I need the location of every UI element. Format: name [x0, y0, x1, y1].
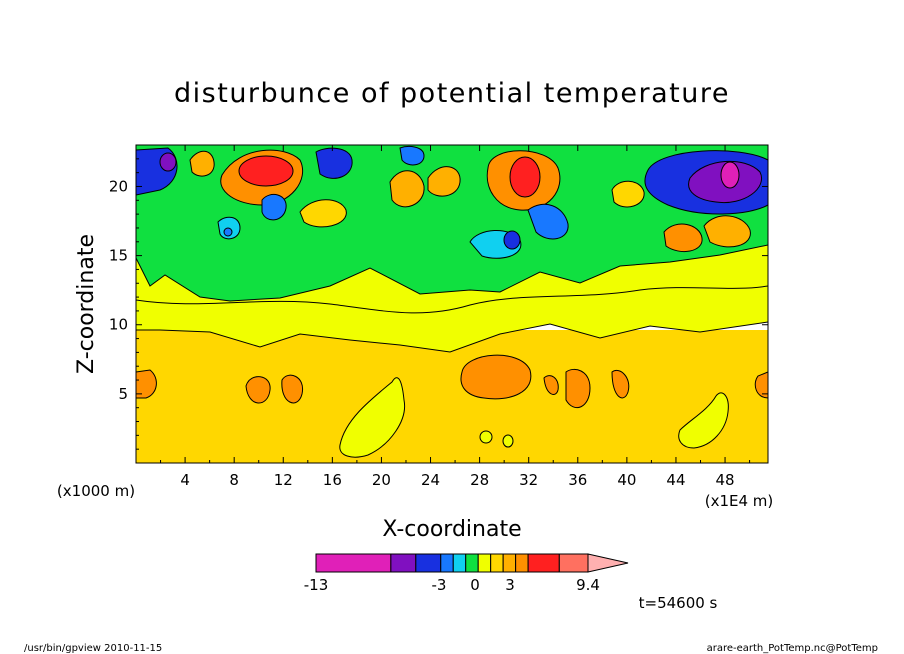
colorbar-label: 3 — [505, 576, 515, 594]
x-tick-label: 32 — [519, 471, 538, 489]
warm-blob-lower-mid2 — [543, 375, 559, 395]
footer-left: /usr/bin/gpview 2010-11-15 — [24, 643, 162, 654]
y-tick-label: 10 — [109, 316, 128, 334]
x-axis-label: X-coordinate — [382, 517, 521, 542]
middle-contour-line — [136, 285, 768, 314]
colorbar-segment — [465, 553, 479, 573]
footer-right: arare-earth_PotTemp.nc@PotTemp — [707, 643, 878, 654]
warm-patch-mid — [389, 170, 425, 208]
anomaly-features — [136, 146, 768, 458]
contour-plot-area — [136, 145, 768, 463]
plot-frame — [135, 144, 769, 464]
warm-blob-edge-left — [136, 369, 157, 399]
colorbar-segment — [477, 553, 492, 573]
time-label: t=54600 s — [639, 594, 718, 612]
y-tick-label: 5 — [118, 385, 128, 403]
cold-center-right — [720, 161, 740, 189]
warm-blob-lower-left2 — [281, 374, 304, 404]
y-axis: 5 10 15 20 — [109, 158, 768, 450]
colorbar-segment — [415, 553, 442, 573]
colorbar-segment — [452, 553, 467, 573]
y-tick-label: 15 — [109, 247, 128, 265]
colorbar-label: 0 — [470, 576, 480, 594]
colorbar-segment — [515, 553, 529, 573]
y-axis-label: Z-coordinate — [74, 234, 99, 374]
warm-patch-right — [663, 223, 703, 253]
cold-core-lower-mid — [503, 230, 521, 250]
colorbar-extension-arrow — [587, 553, 629, 573]
cold-anomaly-small-mid — [261, 193, 287, 221]
colorbar-segment — [527, 553, 560, 573]
warm-blob-lower-mid — [565, 368, 591, 409]
x-tick-label: 8 — [229, 471, 239, 489]
warm-blob-lower-left — [245, 376, 271, 404]
colorbar-label: -3 — [432, 576, 447, 594]
cool-plume-lower-right — [678, 392, 729, 449]
cold-core-left — [159, 152, 177, 172]
cold-dot-left — [223, 227, 233, 237]
colorbar: -13 -3 0 3 9.4 — [304, 553, 629, 594]
cold-anomaly-top-center — [315, 147, 353, 179]
x-tick-label: 12 — [274, 471, 293, 489]
x-tick-label: 24 — [421, 471, 440, 489]
warm-patch-upper-right — [611, 180, 645, 208]
x-axis: 4 8 12 16 20 24 28 32 36 40 44 48 — [160, 145, 751, 489]
warm-patch-bottom-mid — [299, 199, 347, 228]
colorbar-segment — [315, 553, 392, 573]
x-tick-label: 20 — [372, 471, 391, 489]
warm-blob-middle-layer — [460, 354, 532, 400]
x-tick-label: 36 — [568, 471, 587, 489]
colorbar-segment — [440, 553, 454, 573]
warm-core-center — [509, 156, 541, 198]
colorbar-label: 9.4 — [576, 576, 600, 594]
cold-anomaly-top-mid — [399, 146, 425, 166]
colorbar-segment — [502, 553, 517, 573]
x-tick-label: 4 — [180, 471, 190, 489]
cool-dot-lower-1 — [479, 430, 493, 444]
x-tick-label: 44 — [666, 471, 685, 489]
warm-blob-lower-mid3 — [611, 370, 630, 399]
colorbar-segment — [558, 553, 589, 573]
x-tick-label: 40 — [617, 471, 636, 489]
warm-patch-right2 — [703, 215, 751, 248]
warm-core-left — [238, 155, 294, 187]
chart-title: disturbunce of potential temperature — [174, 78, 730, 109]
warm-patch-left — [189, 150, 215, 177]
x-tick-label: 28 — [470, 471, 489, 489]
colorbar-segment — [490, 553, 504, 573]
colorbar-segment — [390, 553, 417, 573]
x-unit-left: (x1000 m) — [57, 482, 135, 500]
y-tick-label: 20 — [109, 177, 128, 195]
warm-patch-mid2 — [427, 166, 461, 197]
colorbar-label: -13 — [304, 576, 329, 594]
x-unit-right: (x1E4 m) — [705, 492, 774, 510]
cool-plume-lower-left — [339, 377, 406, 458]
x-tick-label: 48 — [716, 471, 735, 489]
cool-dot-lower-2 — [502, 434, 514, 448]
cold-anomaly-center-right — [527, 203, 569, 240]
lower-layer-fill — [136, 330, 768, 463]
x-tick-label: 16 — [323, 471, 342, 489]
